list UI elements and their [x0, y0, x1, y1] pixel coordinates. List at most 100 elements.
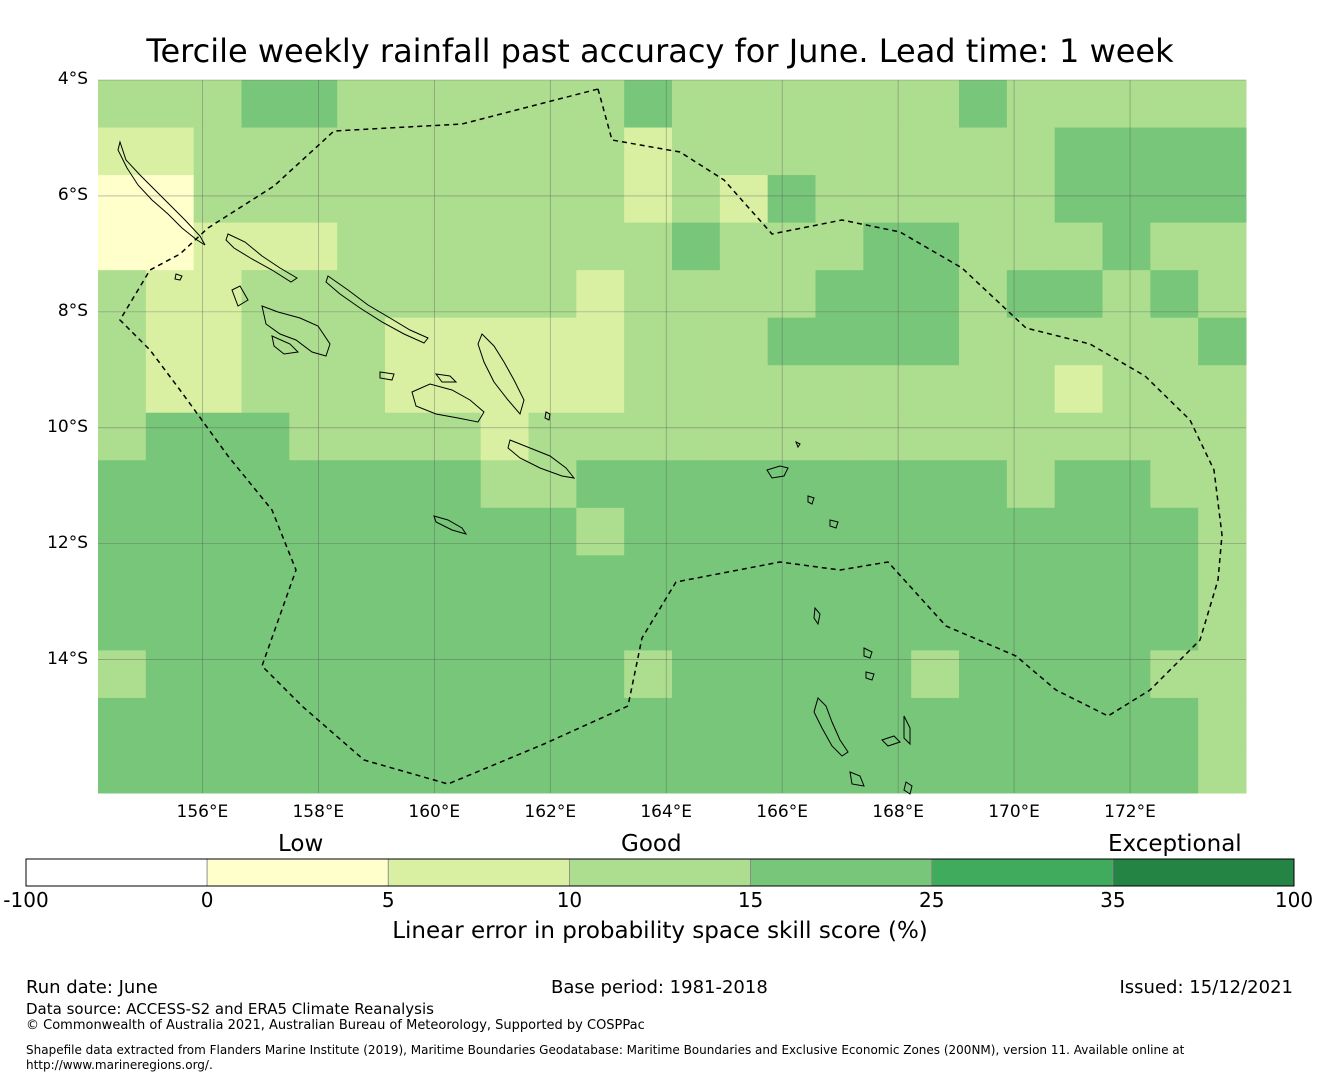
- grid-cell: [576, 555, 625, 604]
- category-good: Good: [621, 831, 682, 857]
- grid-cell: [576, 175, 625, 224]
- grid-cell: [98, 175, 147, 224]
- grid-cell: [145, 175, 195, 224]
- grid-cell: [911, 745, 960, 794]
- grid-cell: [1150, 745, 1199, 794]
- grid-cell: [767, 127, 816, 176]
- grid-cell: [624, 697, 673, 746]
- longitude-tick-label: 170°E: [988, 802, 1040, 822]
- grid-cell: [863, 270, 912, 319]
- grid-cell: [480, 270, 529, 319]
- grid-cell: [1198, 175, 1247, 224]
- grid-cell: [959, 650, 1008, 699]
- grid-cell: [528, 507, 577, 556]
- grid-cell: [385, 650, 434, 699]
- grid-cell: [1054, 270, 1103, 319]
- grid-cell: [1198, 650, 1247, 699]
- grid-cell: [241, 127, 290, 176]
- grid-cell: [1054, 175, 1103, 224]
- grid-cell: [98, 650, 147, 699]
- grid-cell: [432, 222, 482, 271]
- grid-cell: [289, 460, 338, 509]
- grid-cell: [863, 80, 912, 129]
- grid-cell: [145, 697, 195, 746]
- grid-cell: [145, 317, 195, 366]
- grid-cell: [385, 412, 434, 461]
- grid-cell: [767, 412, 816, 461]
- grid-cell: [480, 222, 529, 271]
- grid-cell: [1150, 602, 1199, 651]
- grid-cell: [1150, 412, 1199, 461]
- grid-cell: [719, 697, 769, 746]
- map-title: Tercile weekly rainfall past accuracy fo…: [146, 32, 1174, 70]
- grid-cell: [193, 602, 242, 651]
- grid-cell: [576, 697, 625, 746]
- grid-cell: [528, 317, 577, 366]
- grid-cell: [624, 175, 673, 224]
- grid-cell: [385, 460, 434, 509]
- grid-cell: [432, 175, 482, 224]
- grid-cell: [480, 317, 529, 366]
- grid-cell: [863, 175, 912, 224]
- grid-cell: [672, 460, 721, 509]
- island-guadalcanal: [411, 383, 485, 423]
- latitude-tick-label: 10°S: [47, 416, 88, 437]
- grid-cell: [576, 650, 625, 699]
- grid-cell: [719, 80, 769, 129]
- latitude-tick-label: 4°S: [57, 69, 88, 89]
- grid-cell: [1006, 555, 1056, 604]
- grid-cell: [480, 412, 529, 461]
- grid-cell: [241, 80, 290, 129]
- category-exceptional: Exceptional: [1108, 831, 1242, 857]
- grid-cell: [145, 412, 195, 461]
- grid-cell: [385, 127, 434, 176]
- grid-cell: [289, 555, 338, 604]
- grid-cell: [576, 365, 625, 414]
- grid-cell: [337, 127, 386, 176]
- grid-cell: [193, 80, 242, 129]
- grid-cell: [1054, 80, 1103, 129]
- grid-cell: [911, 270, 960, 319]
- grid-cell: [98, 602, 147, 651]
- grid-cell: [241, 555, 290, 604]
- grid-cell: [1102, 412, 1151, 461]
- grid-cell: [672, 222, 721, 271]
- island-bougainville: [117, 140, 206, 246]
- grid-cell: [145, 745, 195, 794]
- grid-cell: [528, 80, 577, 129]
- grid-cell: [672, 80, 721, 129]
- grid-cell: [1102, 127, 1151, 176]
- grid-cell: [672, 270, 721, 319]
- grid-cell: [432, 697, 482, 746]
- grid-cell: [98, 222, 147, 271]
- grid-cell: [1054, 127, 1103, 176]
- grid-cell: [767, 650, 816, 699]
- grid-cell: [241, 460, 290, 509]
- grid-cell: [98, 127, 147, 176]
- colorbar-segment: [931, 858, 1114, 887]
- grid-cell: [1150, 697, 1199, 746]
- run-date: Run date: June: [26, 977, 158, 998]
- grid-cell: [959, 507, 1008, 556]
- grid-cell: [528, 175, 577, 224]
- grid-cell: [1102, 365, 1151, 414]
- grid-cell: [815, 460, 864, 509]
- grid-cell: [432, 555, 482, 604]
- grid-cell: [624, 80, 673, 129]
- grid-cell: [432, 650, 482, 699]
- grid-cell: [1150, 650, 1199, 699]
- grid-cell: [1054, 602, 1103, 651]
- colorbar-tick-label: 5: [381, 888, 395, 912]
- grid-cell: [98, 555, 147, 604]
- grid-cell: [719, 745, 769, 794]
- grid-cell: [959, 175, 1008, 224]
- grid-cell: [337, 460, 386, 509]
- grid-cell: [719, 317, 769, 366]
- grid-cell: [337, 602, 386, 651]
- grid-cell: [480, 460, 529, 509]
- grid-cell: [528, 650, 577, 699]
- grid-cell: [289, 650, 338, 699]
- grid-cell: [145, 270, 195, 319]
- grid-cell: [145, 602, 195, 651]
